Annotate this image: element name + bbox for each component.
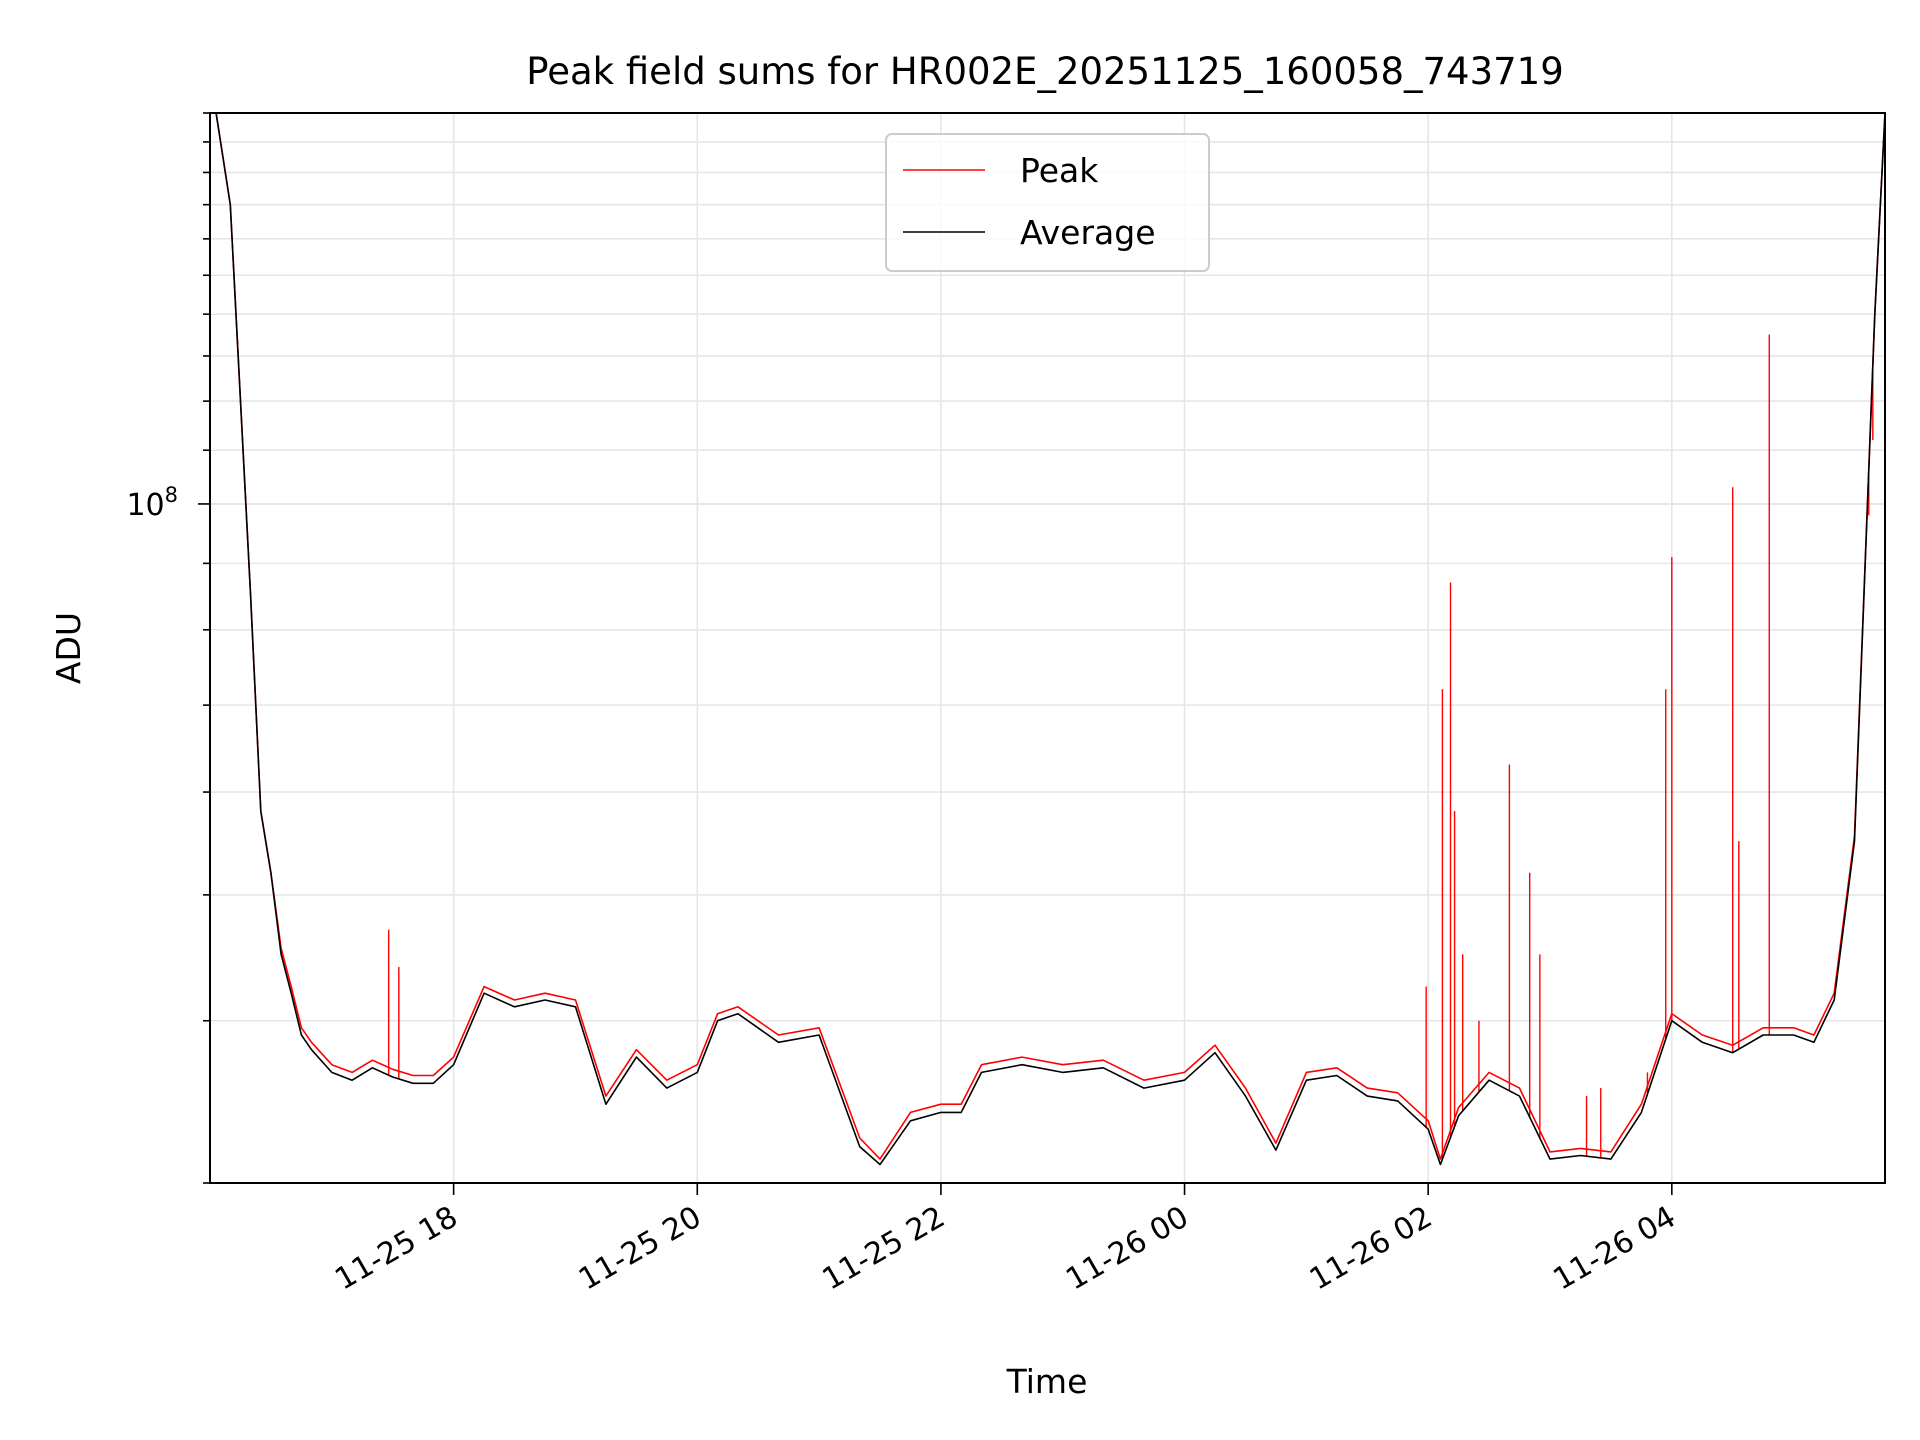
x-axis-label: Time — [1006, 1362, 1088, 1401]
legend: Peak Average — [885, 133, 1210, 272]
series-line-average — [215, 113, 1885, 1166]
plot-frame — [209, 112, 1886, 1184]
y-axis-label: ADU — [49, 612, 88, 684]
legend-label-peak: Peak — [1020, 151, 1099, 190]
series-line-peak — [215, 113, 1885, 1160]
legend-label-average: Average — [1020, 213, 1156, 252]
series-layer — [215, 113, 1885, 1166]
y-axis-ticks: 108 — [126, 112, 210, 1184]
chart-title: Peak field sums for HR002E_20251125_1600… — [526, 50, 1564, 93]
legend-box — [885, 133, 1210, 272]
y-tick-label: 108 — [126, 483, 178, 523]
